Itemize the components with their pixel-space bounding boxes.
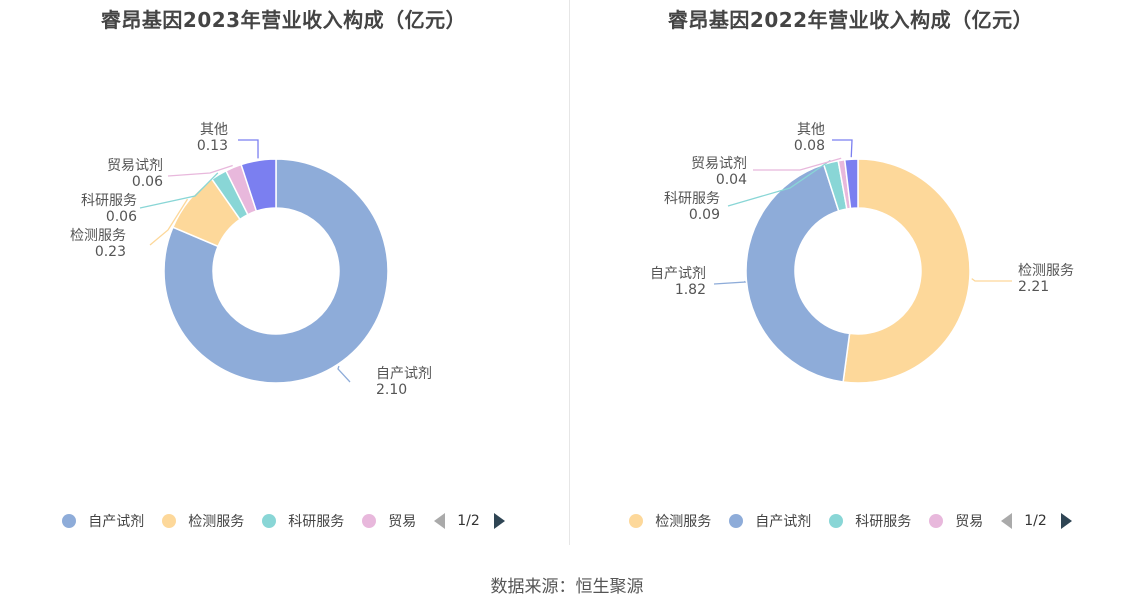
leader-line	[337, 365, 351, 383]
slice-value-label: 2.10	[376, 382, 407, 398]
data-source-note: 数据来源：恒生聚源	[490, 577, 644, 597]
legend-item[interactable]: 科研服务	[829, 511, 911, 531]
leader-line	[139, 172, 219, 209]
donut-slice[interactable]	[842, 158, 971, 384]
slice-value-label: 0.06	[106, 209, 137, 225]
leader-line	[727, 159, 831, 207]
leader-line	[149, 198, 189, 246]
slice-value-label: 0.09	[689, 207, 720, 223]
legend-item[interactable]: 贸易	[929, 511, 983, 531]
slice-name-label: 科研服务	[664, 191, 720, 207]
legend-dot-icon	[929, 514, 944, 528]
legend-page-indicator: 1/2	[457, 513, 480, 529]
legend-label: 科研服务	[855, 514, 912, 530]
legend-item[interactable]: 检测服务	[629, 511, 711, 531]
legend-item[interactable]: 自产试剂	[62, 511, 144, 531]
legend-dot-icon	[162, 514, 177, 528]
slice-name-label: 检测服务	[1018, 263, 1074, 279]
slice-name-label: 贸易试剂	[691, 156, 747, 172]
legend-dot-icon	[62, 514, 77, 528]
legend-label: 自产试剂	[88, 514, 145, 530]
legend: 自产试剂 检测服务 科研服务 贸易 1/2	[0, 511, 567, 531]
leader-line	[167, 164, 233, 177]
slice-value-label: 1.82	[675, 282, 706, 298]
panel-divider	[569, 0, 570, 545]
legend: 检测服务 自产试剂 科研服务 贸易 1/2	[567, 511, 1134, 531]
legend-dot-icon	[829, 514, 844, 528]
slice-value-label: 2.21	[1018, 279, 1049, 295]
legend-item[interactable]: 检测服务	[162, 511, 244, 531]
slice-value-label: 0.04	[716, 172, 747, 188]
donut-slice[interactable]	[843, 158, 859, 210]
prev-page-icon[interactable]	[1001, 513, 1013, 529]
legend-dot-icon	[629, 514, 644, 528]
leader-line	[238, 139, 259, 159]
legend-page-indicator: 1/2	[1024, 513, 1047, 529]
slice-value-label: 0.13	[197, 138, 228, 154]
slice-value-label: 0.23	[95, 244, 126, 260]
legend-label: 检测服务	[188, 514, 245, 530]
legend-pager: 1/2	[434, 513, 505, 529]
donut-slice[interactable]	[240, 158, 277, 213]
chart-panel-2023: 睿昂基因2023年营业收入构成（亿元） 自产试剂 2.10 检测服务 0.23 科研服务…	[0, 0, 567, 545]
legend-label: 检测服务	[655, 514, 712, 530]
next-page-icon[interactable]	[1060, 513, 1072, 529]
prev-page-icon[interactable]	[434, 513, 446, 529]
chart-title: 睿昂基因2022年营业收入构成（亿元）	[667, 8, 1034, 32]
leader-line	[971, 278, 1012, 282]
leader-line	[753, 157, 842, 171]
next-page-icon[interactable]	[493, 513, 505, 529]
legend-item[interactable]: 贸易	[362, 511, 416, 531]
slice-name-label: 自产试剂	[650, 266, 706, 282]
donut-slice[interactable]	[163, 158, 389, 384]
legend-label: 自产试剂	[755, 514, 812, 530]
donut-slice[interactable]	[745, 163, 851, 383]
legend-label: 贸易	[955, 514, 984, 530]
chart-panel-2022: 睿昂基因2022年营业收入构成（亿元） 检测服务 2.21 自产试剂 1.82 科研服务…	[567, 0, 1134, 545]
slice-name-label: 其他	[797, 122, 825, 138]
legend-item[interactable]: 科研服务	[262, 511, 344, 531]
legend-dot-icon	[362, 514, 377, 528]
slice-name-label: 科研服务	[81, 193, 137, 209]
legend-dot-icon	[729, 514, 744, 528]
legend-item[interactable]: 自产试剂	[729, 511, 811, 531]
legend-dot-icon	[262, 514, 277, 528]
slice-name-label: 自产试剂	[376, 366, 432, 382]
slice-name-label: 贸易试剂	[107, 158, 163, 174]
slice-name-label: 其他	[200, 122, 228, 138]
chart-title: 睿昂基因2023年营业收入构成（亿元）	[100, 8, 467, 32]
slice-value-label: 0.06	[132, 174, 163, 190]
leader-line	[713, 280, 747, 285]
legend-pager: 1/2	[1001, 513, 1072, 529]
legend-label: 科研服务	[288, 514, 345, 530]
legend-label: 贸易	[388, 514, 417, 530]
slice-name-label: 检测服务	[70, 228, 126, 244]
slice-value-label: 0.08	[794, 138, 825, 154]
leader-line	[832, 139, 853, 158]
